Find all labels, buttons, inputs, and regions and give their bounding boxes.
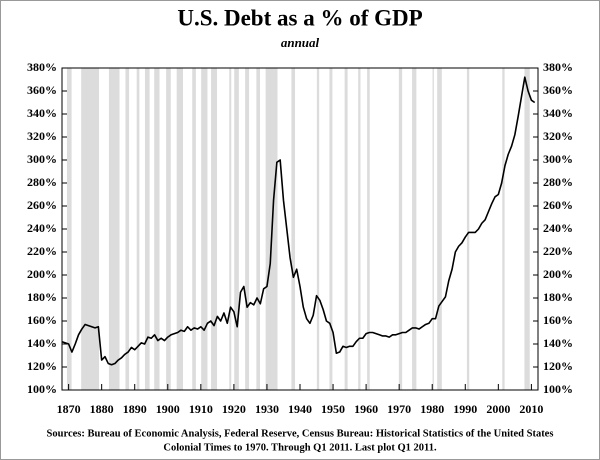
y2-tick-label: 260% <box>543 198 573 212</box>
recession-band <box>125 68 130 390</box>
recession-band <box>108 68 120 390</box>
recession-band <box>524 68 530 390</box>
x-tick-label: 1940 <box>288 402 312 416</box>
x-tick-label: 1970 <box>387 402 411 416</box>
y-tick-label: 100% <box>27 382 57 396</box>
recession-band <box>229 68 232 390</box>
recession-band <box>144 68 150 390</box>
chart-subtitle: annual <box>281 35 320 50</box>
y2-tick-label: 240% <box>543 221 573 235</box>
y-tick-label: 340% <box>27 106 57 120</box>
recession-band <box>66 68 72 390</box>
x-tick-label: 1890 <box>123 402 147 416</box>
recession-band <box>329 68 333 390</box>
recession-band <box>245 68 250 390</box>
y2-tick-label: 200% <box>543 267 573 281</box>
x-tick-label: 2000 <box>486 402 510 416</box>
y2-tick-label: 300% <box>543 152 573 166</box>
y2-tick-label: 120% <box>543 359 573 373</box>
y2-tick-label: 320% <box>543 129 573 143</box>
y-tick-label: 220% <box>27 244 57 258</box>
recession-band <box>502 68 505 390</box>
x-tick-label: 1910 <box>189 402 213 416</box>
y2-tick-label: 220% <box>543 244 573 258</box>
x-tick-label: 1960 <box>354 402 378 416</box>
recession-band <box>234 68 239 390</box>
x-tick-label: 1880 <box>90 402 114 416</box>
recession-band <box>166 68 171 390</box>
recession-band <box>154 68 160 390</box>
y-tick-label: 300% <box>27 152 57 166</box>
y2-tick-label: 340% <box>543 106 573 120</box>
recession-band <box>211 68 218 390</box>
y-tick-label: 320% <box>27 129 57 143</box>
y-tick-label: 380% <box>27 60 57 74</box>
y-tick-label: 180% <box>27 290 57 304</box>
chart-title: U.S. Debt as a % of GDP <box>177 5 422 30</box>
y2-tick-label: 360% <box>543 83 573 97</box>
x-tick-label: 1980 <box>420 402 444 416</box>
x-tick-label: 1870 <box>57 402 81 416</box>
recession-band <box>398 68 403 390</box>
recession-band <box>466 68 470 390</box>
y-tick-label: 200% <box>27 267 57 281</box>
y-tick-label: 140% <box>27 336 57 350</box>
y2-tick-label: 280% <box>543 175 573 189</box>
y-tick-label: 260% <box>27 198 57 212</box>
y2-tick-label: 160% <box>543 313 573 327</box>
y-tick-label: 360% <box>27 83 57 97</box>
recession-band <box>256 68 261 390</box>
recession-band <box>176 68 183 390</box>
recession-band <box>291 68 296 390</box>
x-tick-label: 2010 <box>519 402 543 416</box>
y-tick-label: 280% <box>27 175 57 189</box>
recession-band <box>81 68 100 390</box>
y-tick-label: 240% <box>27 221 57 235</box>
y2-tick-label: 180% <box>543 290 573 304</box>
recession-band <box>412 68 417 390</box>
x-tick-label: 1900 <box>156 402 180 416</box>
recession-band <box>192 68 196 390</box>
debt-line <box>61 76 536 366</box>
recession-band <box>437 68 442 390</box>
recession-band <box>358 68 361 390</box>
x-tick-label: 1990 <box>453 402 477 416</box>
recession-band <box>201 68 208 390</box>
recession-band <box>344 68 348 390</box>
footnote: Colonial Times to 1970. Through Q1 2011.… <box>163 442 437 453</box>
recession-band <box>432 68 434 390</box>
y2-tick-label: 140% <box>543 336 573 350</box>
x-tick-label: 1920 <box>222 402 246 416</box>
recession-band <box>316 68 320 390</box>
x-tick-label: 1950 <box>321 402 345 416</box>
recession-band <box>367 68 370 390</box>
y2-tick-label: 380% <box>543 60 573 74</box>
x-tick-label: 1930 <box>255 402 279 416</box>
footnote: Sources: Bureau of Economic Analysis, Fe… <box>47 428 554 439</box>
recession-band <box>136 68 140 390</box>
y-tick-label: 160% <box>27 313 57 327</box>
y2-tick-label: 100% <box>543 382 573 396</box>
y-tick-label: 120% <box>27 359 57 373</box>
